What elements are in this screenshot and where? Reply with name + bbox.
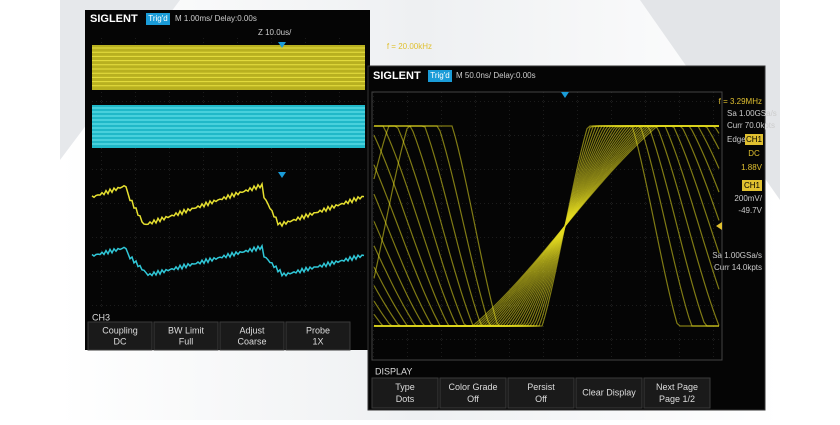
offset: -49.7V bbox=[738, 206, 762, 215]
menu-button[interactable] bbox=[87, 321, 153, 351]
zoom: Z 10.0us/ bbox=[258, 28, 292, 37]
trigger-status: Trig'd bbox=[430, 71, 449, 80]
menu-label: Adjust bbox=[239, 325, 265, 335]
trigger-marker bbox=[561, 92, 569, 98]
trigger-type: Edge bbox=[727, 135, 746, 144]
menu-button[interactable] bbox=[285, 321, 351, 351]
timebase: M 1.00ms/ Delay:0.00s bbox=[175, 14, 257, 23]
menu-value: Coarse bbox=[237, 337, 266, 347]
waveform-trace bbox=[373, 125, 719, 327]
coupling: DC bbox=[748, 149, 760, 158]
memory-depth: Curr 70.0kpts bbox=[727, 121, 775, 130]
menu-label: Probe bbox=[306, 325, 330, 335]
menu-label: Color Grade bbox=[448, 382, 497, 392]
menu-value: 1X bbox=[312, 337, 323, 347]
grid bbox=[371, 91, 723, 361]
channel: CH1 bbox=[744, 181, 761, 190]
menu-value: Off bbox=[467, 394, 479, 404]
sample-rate-back: Sa 1.00GSa/s bbox=[712, 251, 762, 260]
menu-button[interactable] bbox=[153, 321, 219, 351]
trigger-source: CH1 bbox=[746, 135, 763, 144]
waveform-trace bbox=[374, 125, 719, 327]
menu-button[interactable] bbox=[507, 377, 575, 409]
menu-label: Next Page bbox=[656, 382, 698, 392]
menu-label: BW Limit bbox=[168, 325, 204, 335]
trigger-marker bbox=[278, 172, 286, 178]
trigger-status: Trig'd bbox=[148, 14, 167, 23]
menu-button[interactable] bbox=[371, 377, 439, 409]
menu-value: Full bbox=[179, 337, 194, 347]
level-marker bbox=[716, 222, 722, 230]
menu-button[interactable] bbox=[643, 377, 711, 409]
front-screen: SIGLENT Trig'd M 50.0ns/ Delay:0.00s f =… bbox=[367, 65, 777, 411]
cyan-trace bbox=[91, 243, 365, 278]
menu-label: Persist bbox=[527, 382, 555, 392]
menu-value: Dots bbox=[396, 394, 415, 404]
menu-label: Clear Display bbox=[582, 387, 636, 397]
trigger-marker bbox=[278, 42, 286, 48]
menu-title: DISPLAY bbox=[375, 366, 412, 376]
yellow-trace bbox=[91, 181, 365, 228]
badge bbox=[742, 180, 762, 191]
cyan-band bbox=[92, 105, 365, 148]
frequency: f = 3.29MHz bbox=[719, 97, 762, 106]
menu-value: DC bbox=[114, 337, 127, 347]
menu-label: Coupling bbox=[102, 325, 138, 335]
menu-value: Page 1/2 bbox=[659, 394, 695, 404]
trigger-level: 1.88V bbox=[741, 163, 763, 172]
menu-button[interactable] bbox=[575, 377, 643, 409]
menu-value: Off bbox=[535, 394, 547, 404]
waveform-trace bbox=[374, 125, 719, 327]
waveform-trace bbox=[374, 125, 720, 327]
brand: SIGLENT bbox=[90, 13, 138, 25]
menu-title: CH3 bbox=[92, 312, 110, 322]
frequency: f = 20.00kHz bbox=[387, 42, 432, 51]
menu-label: Type bbox=[395, 382, 415, 392]
back-screen: SIGLENT Trig'd M 1.00ms/ Delay:0.00s Z 1… bbox=[85, 10, 432, 351]
sample-rate: Sa 1.00GSa/s bbox=[727, 109, 777, 118]
badge bbox=[146, 13, 170, 25]
badge bbox=[745, 134, 763, 145]
memory-depth-back: Curr 14.0kpts bbox=[714, 263, 762, 272]
badge bbox=[428, 70, 452, 82]
brand: SIGLENT bbox=[373, 70, 421, 82]
scale: 200mV/ bbox=[734, 194, 762, 203]
timebase: M 50.0ns/ Delay:0.00s bbox=[456, 71, 536, 80]
menu-button[interactable] bbox=[219, 321, 285, 351]
menu-button[interactable] bbox=[439, 377, 507, 409]
